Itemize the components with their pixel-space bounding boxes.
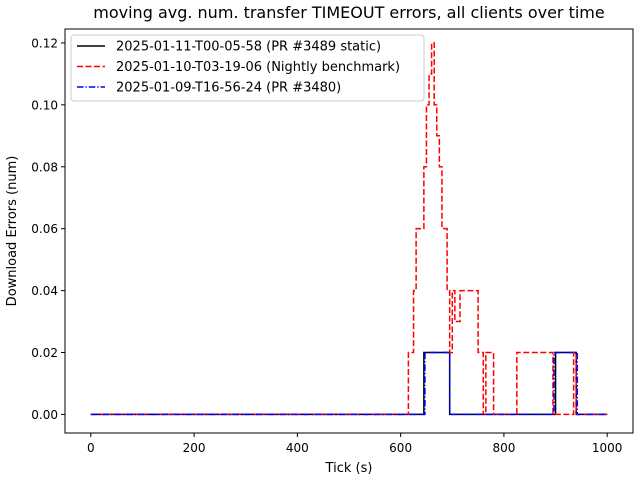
- chart-title: moving avg. num. transfer TIMEOUT errors…: [93, 3, 604, 22]
- y-tick-label: 0.10: [31, 98, 58, 112]
- x-tick-label: 200: [183, 441, 206, 455]
- legend-label-2: 2025-01-10-T03-19-06 (Nightly benchmark): [116, 60, 400, 75]
- legend-box: [70, 34, 425, 102]
- x-tick-label: 1000: [592, 441, 623, 455]
- x-axis-label: Tick (s): [325, 461, 373, 476]
- y-tick-label: 0.04: [31, 284, 58, 298]
- y-axis-label: Download Errors (num): [5, 156, 20, 307]
- x-axis: 0 200 400 600 800 1000: [87, 433, 622, 455]
- y-tick-label: 0.02: [31, 346, 58, 360]
- y-axis: 0.00 0.02 0.04 0.06 0.08 0.10 0.12: [31, 36, 65, 422]
- y-tick-label: 0.00: [31, 408, 58, 422]
- series-line-2: [90, 42, 608, 416]
- x-tick-label: 0: [87, 441, 95, 455]
- x-tick-label: 400: [286, 441, 309, 455]
- x-tick-label: 600: [389, 441, 412, 455]
- series-layer: [90, 42, 608, 416]
- legend: 2025-01-11-T00-05-58 (PR #3489 static) 20…: [70, 34, 425, 102]
- x-tick-label: 800: [492, 441, 515, 455]
- y-tick-label: 0.06: [31, 222, 58, 236]
- y-tick-label: 0.08: [31, 160, 58, 174]
- plot-area: [64, 28, 634, 434]
- y-tick-label: 0.12: [31, 36, 58, 50]
- series-line-1: [90, 351, 608, 416]
- legend-label-1: 2025-01-11-T00-05-58 (PR #3489 static): [116, 40, 381, 55]
- legend-label-3: 2025-01-09-T16-56-24 (PR #3480): [116, 81, 341, 96]
- series-line-3: [90, 351, 608, 416]
